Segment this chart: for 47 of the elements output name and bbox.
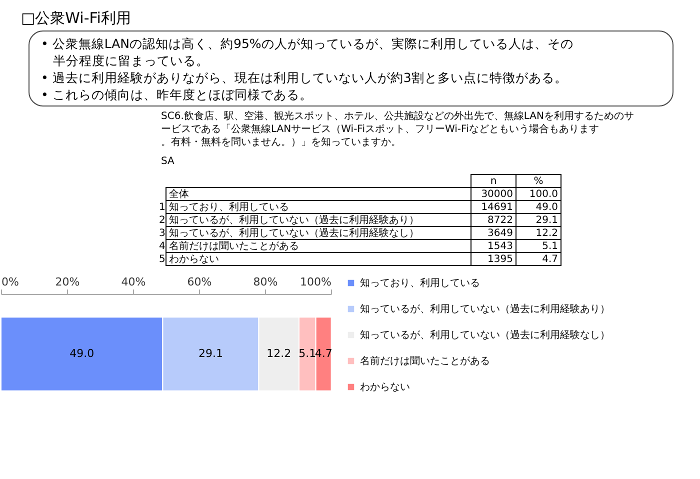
text: 知っているが、利用していない（過去に利用経験あり） bbox=[169, 214, 419, 226]
text: わからない bbox=[169, 254, 219, 265]
x-tick-label: 60% bbox=[187, 276, 212, 288]
text: • 公衆無線LANの認知は高く、約95%の人が知っているが、実際に利用している人は、その半分程度に留まっている。 bbox=[41, 36, 574, 68]
text: 4 bbox=[159, 241, 166, 252]
text: 4.7 bbox=[542, 254, 558, 265]
data-label: 29.1 bbox=[198, 347, 223, 360]
text: SC6.飲食店、駅、空港、観光スポット、ホテル、公共施設などの外出先で、無線LANを利用するためのサービスである「公衆無線LANサービス（Wi-Fiスポット、フリーWi-Fiなどともいう場合もあります。有料・無料を問いません。）」を知っていますか。 bbox=[161, 110, 634, 148]
text: • 過去に利用経験がありながら、現在は利用していない人が約3割と多い点に特徴がある。 bbox=[41, 70, 568, 85]
text: 全体 bbox=[169, 188, 189, 200]
legend-label: 知っているが、利用していない（過去に利用経験あり） bbox=[360, 303, 610, 315]
text: 12.2 bbox=[536, 228, 558, 239]
data-label: 12.2 bbox=[266, 347, 292, 360]
text: 8722 bbox=[488, 215, 513, 226]
x-tick-label: 0% bbox=[2, 276, 19, 288]
legend-label: 知っており、利用している bbox=[360, 277, 480, 289]
text: 5.1 bbox=[542, 241, 558, 252]
text: 14691 bbox=[481, 202, 513, 213]
text: 3 bbox=[159, 228, 166, 239]
text: 名前だけは聞いたことがある bbox=[169, 240, 299, 252]
x-tick-label: 100% bbox=[300, 276, 332, 288]
text: 知っており、利用している bbox=[169, 201, 289, 213]
text: % bbox=[534, 176, 544, 187]
text: 5 bbox=[159, 254, 166, 265]
x-tick-label: 80% bbox=[253, 276, 278, 288]
chart-title: □公衆Wi-Fi利用 bbox=[21, 9, 131, 27]
data-label: 49.0 bbox=[70, 347, 94, 360]
legend-label: 知っているが、利用していない（過去に利用経験なし） bbox=[360, 329, 610, 341]
text: 3649 bbox=[488, 228, 513, 239]
data-label: 4.7 bbox=[314, 347, 332, 360]
legend-label: わからない bbox=[360, 382, 410, 393]
text: 1395 bbox=[488, 254, 513, 265]
text: 49.0 bbox=[536, 202, 558, 213]
text: SA bbox=[161, 156, 175, 167]
x-tick-label: 40% bbox=[121, 276, 146, 288]
text: 100.0 bbox=[529, 189, 558, 200]
legend-label: 名前だけは聞いたことがある bbox=[360, 355, 490, 367]
data-label: 5.1 bbox=[298, 347, 316, 360]
text: • これらの傾向は、昨年度とほぼ同様である。 bbox=[41, 87, 312, 102]
text: 1543 bbox=[488, 241, 513, 252]
text: 30000 bbox=[481, 189, 513, 200]
text: 2 bbox=[159, 215, 166, 226]
text: 29.1 bbox=[536, 215, 558, 226]
text: 1 bbox=[159, 202, 166, 213]
text: n bbox=[490, 176, 497, 187]
x-tick-label: 20% bbox=[55, 276, 80, 288]
text: 知っているが、利用していない（過去に利用経験なし） bbox=[169, 227, 419, 239]
